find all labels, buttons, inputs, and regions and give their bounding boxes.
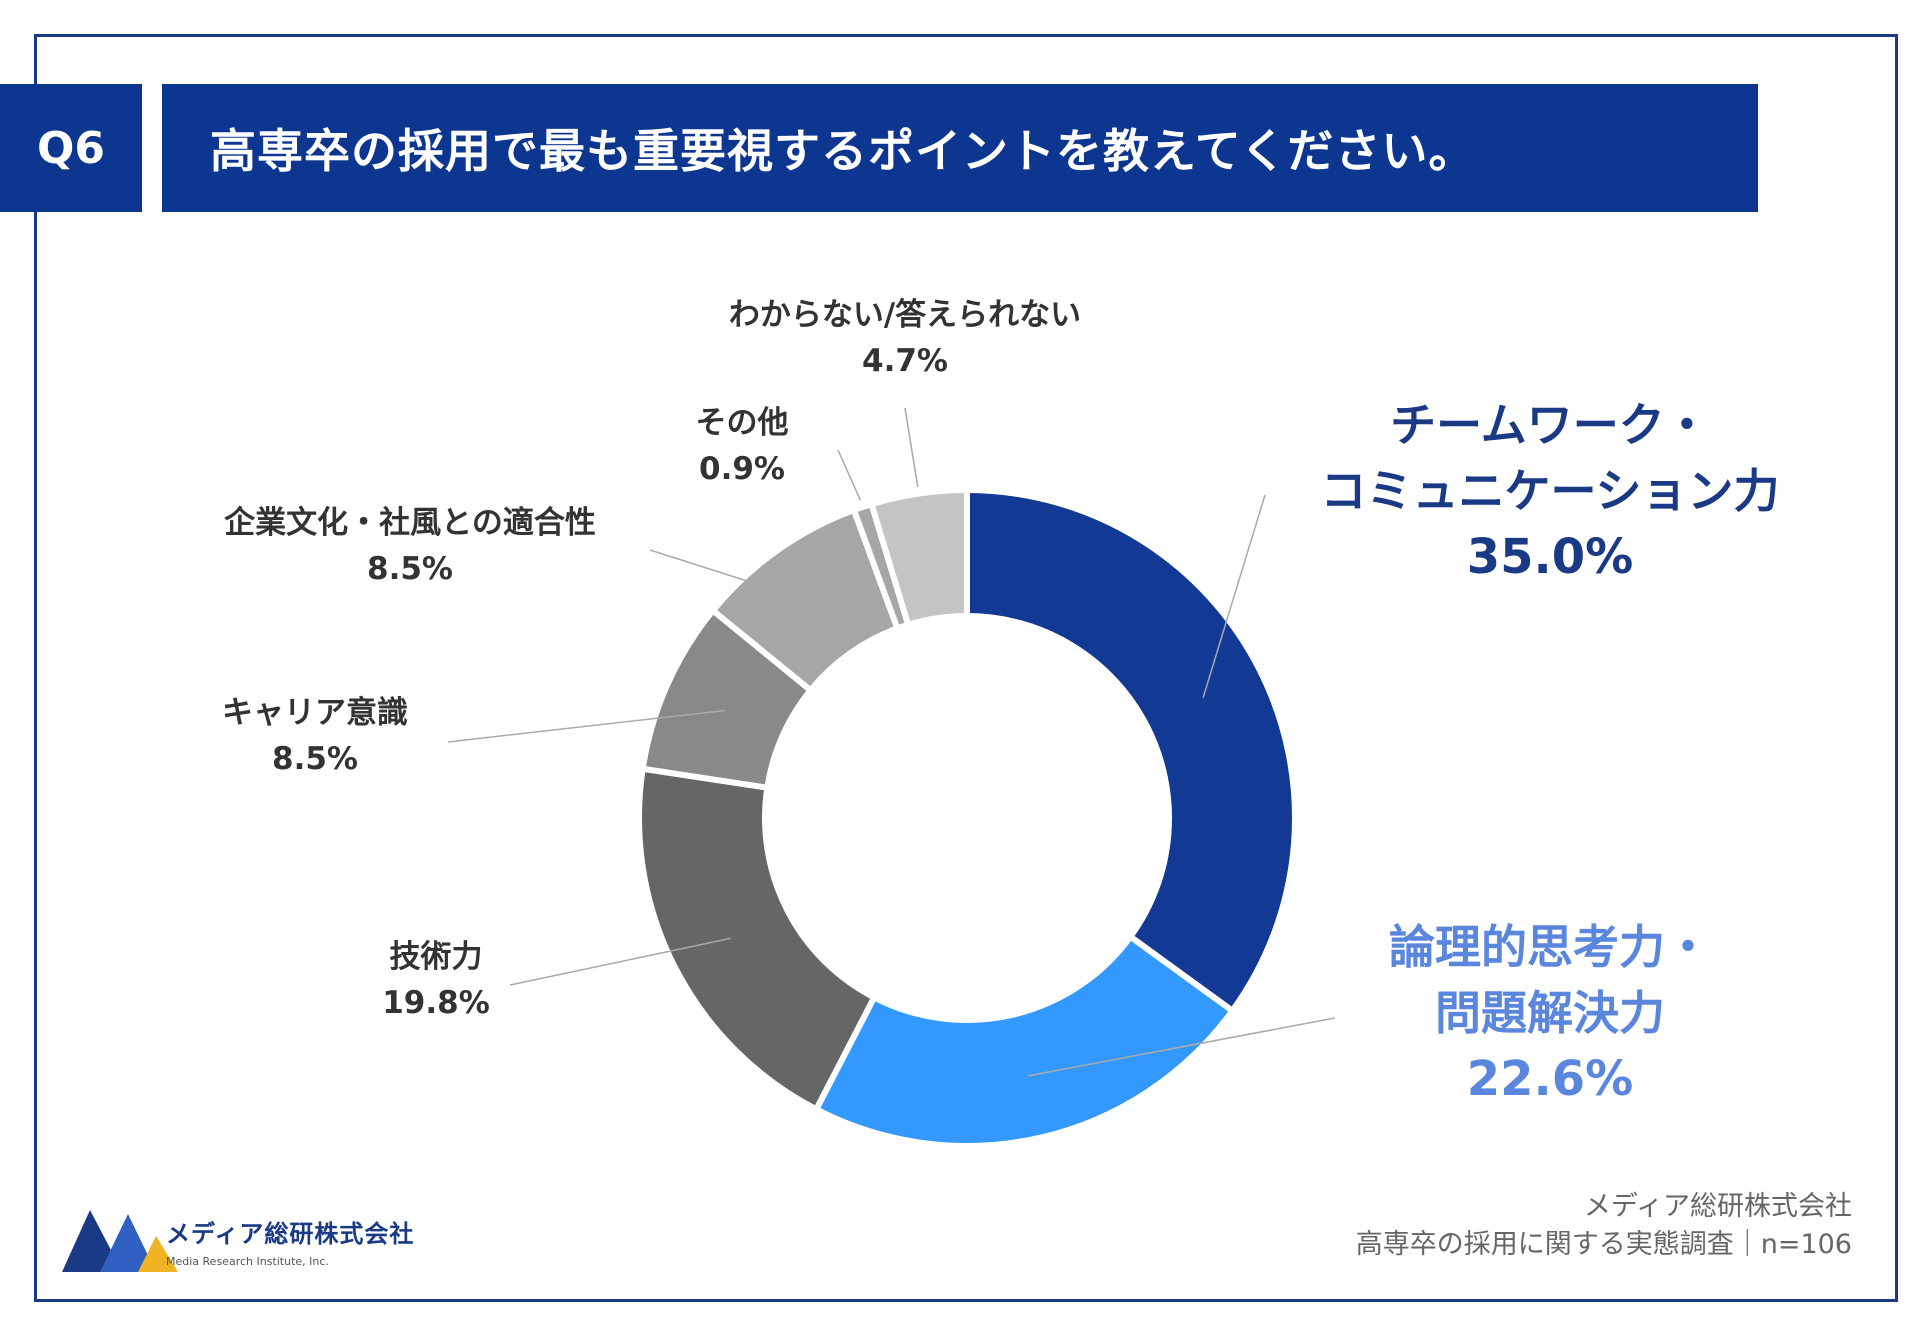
slice-dont-know <box>867 486 970 629</box>
label-dont-know-name: わからない/答えられない <box>728 297 1082 333</box>
label-other-value: 0.9% <box>699 451 785 487</box>
slice-technical-skill <box>636 765 879 1114</box>
label-other-name: その他 <box>695 405 789 441</box>
label-technical-value: 19.8% <box>382 985 490 1021</box>
source-note: メディア総研株式会社 高専卒の採用に関する実態調査｜n=106 <box>1356 1188 1852 1264</box>
label-technical-name: 技術力 <box>389 939 483 975</box>
question-badge: Q6 <box>0 84 142 212</box>
label-culture-name: 企業文化・社風との適合性 <box>224 505 596 541</box>
label-dont-know-value: 4.7% <box>862 343 948 379</box>
leader-line-technical-skill <box>509 937 732 986</box>
label-logical-value: 22.6% <box>1466 1051 1634 1107</box>
leader-line-other <box>837 449 862 501</box>
label-culture-value: 8.5% <box>367 551 453 587</box>
label-dont-know: わからない/答えられない 4.7% <box>680 292 1130 384</box>
logo-company-name: メディア総研株式会社 <box>166 1220 415 1248</box>
leader-line-career-awareness <box>447 709 725 743</box>
leader-line-teamwork <box>1202 494 1266 698</box>
slice-logical-thinking <box>812 932 1237 1149</box>
leader-line-logical-thinking <box>1027 1017 1336 1077</box>
label-other: その他 0.9% <box>672 400 812 492</box>
label-teamwork-line1: チームワーク・ <box>1390 398 1710 452</box>
chart-frame <box>34 34 1898 1302</box>
slice-teamwork <box>964 486 1298 1015</box>
label-culture-fit: 企業文化・社風との適合性 8.5% <box>190 500 630 592</box>
label-teamwork-value: 35.0% <box>1466 529 1634 585</box>
label-logical-line1: 論理的思考力・ <box>1389 920 1711 974</box>
label-career-awareness: キャリア意識 8.5% <box>190 690 440 782</box>
leader-line-dont-know <box>904 407 919 487</box>
label-technical-skill: 技術力 19.8% <box>336 934 536 1026</box>
source-line-survey: 高専卒の採用に関する実態調査｜n=106 <box>1355 1229 1852 1260</box>
label-career-name: キャリア意識 <box>222 695 408 731</box>
source-line-company: メディア総研株式会社 <box>1583 1191 1852 1222</box>
mountain-m-logo-icon <box>62 1210 178 1272</box>
question-title: 高専卒の採用で最も重要視するポイントを教えてください。 <box>162 84 1758 212</box>
leader-line-culture-fit <box>649 549 814 603</box>
label-career-value: 8.5% <box>272 741 358 777</box>
label-teamwork-line2: コミュニケーション力 <box>1320 464 1780 518</box>
label-logical-line2: 問題解決力 <box>1435 986 1665 1040</box>
company-logo-text: メディア総研株式会社 Media Research Institute, Inc… <box>166 1214 414 1268</box>
logo-company-english: Media Research Institute, Inc. <box>166 1255 329 1268</box>
label-teamwork: チームワーク・ コミュニケーション力 35.0% <box>1290 392 1810 590</box>
label-logical-thinking: 論理的思考力・ 問題解決力 22.6% <box>1290 914 1810 1112</box>
